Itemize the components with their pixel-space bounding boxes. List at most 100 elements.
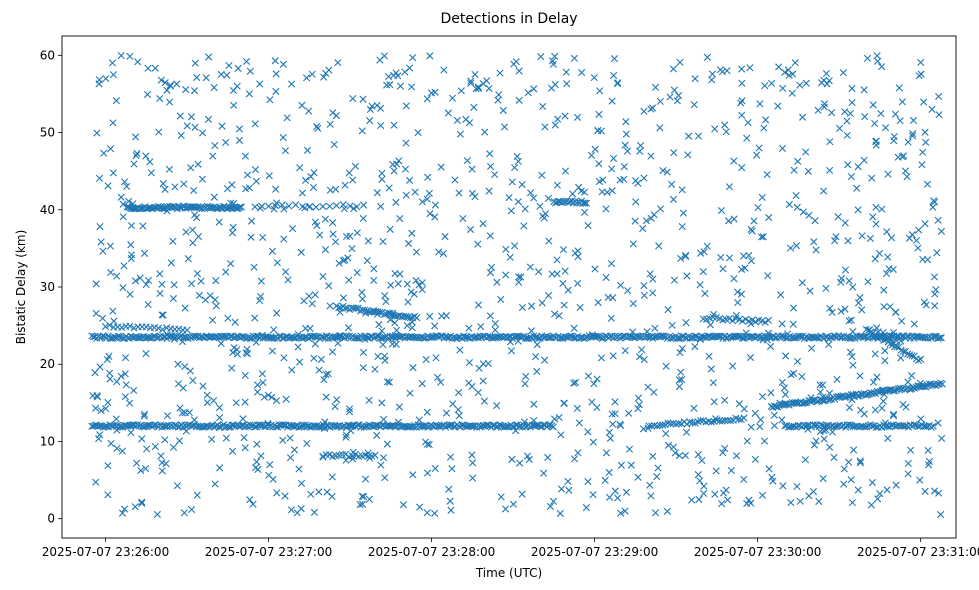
detection-marker xyxy=(869,213,877,221)
detection-marker xyxy=(810,238,818,246)
detection-marker xyxy=(182,228,190,236)
detection-marker xyxy=(325,282,333,290)
detection-marker xyxy=(518,303,527,312)
detection-marker xyxy=(728,362,737,370)
detection-marker xyxy=(676,348,684,357)
detection-marker xyxy=(644,383,652,391)
detection-marker xyxy=(792,242,800,250)
detection-marker xyxy=(266,96,274,104)
detection-marker xyxy=(785,200,793,209)
detection-marker xyxy=(889,410,898,418)
detection-marker xyxy=(908,132,917,140)
detection-marker xyxy=(211,296,219,304)
detection-marker xyxy=(670,86,678,94)
detection-marker xyxy=(932,286,940,294)
detection-marker xyxy=(316,231,324,239)
detection-marker xyxy=(138,435,146,443)
detection-marker xyxy=(557,485,566,493)
detection-marker xyxy=(475,364,483,372)
detection-marker xyxy=(754,203,762,212)
detection-marker xyxy=(256,296,264,305)
detection-marker xyxy=(441,232,449,241)
detection-marker xyxy=(477,322,485,331)
detection-marker xyxy=(863,54,872,62)
detection-marker xyxy=(903,173,911,181)
detection-marker xyxy=(676,58,684,66)
detection-marker xyxy=(937,334,945,342)
detection-marker xyxy=(905,234,914,242)
detection-marker xyxy=(180,180,188,188)
detection-marker xyxy=(770,422,778,430)
detection-marker xyxy=(264,202,273,210)
detection-marker xyxy=(605,493,614,501)
detection-marker xyxy=(332,202,341,210)
detection-marker xyxy=(228,364,236,372)
detection-marker xyxy=(138,499,146,508)
detection-marker xyxy=(593,403,601,412)
detection-marker xyxy=(801,456,810,464)
detection-marker xyxy=(301,204,309,212)
detection-marker xyxy=(396,82,405,90)
detection-marker xyxy=(845,277,853,285)
detection-marker xyxy=(352,334,360,342)
detection-marker xyxy=(738,111,746,119)
detection-marker xyxy=(444,109,452,117)
detection-marker xyxy=(479,220,487,228)
detection-marker xyxy=(297,479,306,487)
detection-marker xyxy=(118,509,127,517)
detection-marker xyxy=(359,364,367,372)
detection-marker xyxy=(849,283,857,291)
detection-marker xyxy=(865,326,874,334)
detection-marker xyxy=(92,309,100,318)
detection-marker xyxy=(162,460,170,468)
detection-marker xyxy=(798,279,806,287)
detection-marker xyxy=(909,116,918,124)
detection-marker xyxy=(806,287,814,295)
detection-marker xyxy=(527,327,536,335)
detection-marker xyxy=(743,134,751,142)
detection-marker xyxy=(560,301,568,309)
detection-marker xyxy=(256,204,264,212)
detection-marker xyxy=(761,82,769,90)
detection-marker xyxy=(871,350,879,358)
detection-marker xyxy=(272,423,280,431)
detection-marker xyxy=(795,332,804,340)
y-tick-label: 40 xyxy=(40,203,55,217)
detection-marker xyxy=(351,162,360,170)
detection-marker xyxy=(576,303,584,312)
detection-marker xyxy=(427,89,436,97)
detection-marker xyxy=(744,118,752,127)
detection-marker xyxy=(102,74,110,83)
detection-marker xyxy=(570,379,578,387)
detection-marker xyxy=(721,121,729,129)
detection-marker xyxy=(643,328,651,336)
detection-marker xyxy=(539,102,547,111)
detection-marker xyxy=(251,120,259,128)
detection-marker xyxy=(92,280,100,288)
detection-marker xyxy=(312,203,320,211)
detection-marker xyxy=(182,427,190,435)
detection-marker xyxy=(793,203,801,211)
detection-marker xyxy=(250,263,258,271)
detection-marker xyxy=(217,339,225,347)
detection-marker xyxy=(594,298,602,307)
detection-marker xyxy=(683,272,691,280)
detection-marker xyxy=(549,60,557,68)
detection-marker xyxy=(904,459,912,468)
detection-marker xyxy=(370,265,378,273)
detection-marker xyxy=(848,84,856,93)
detection-marker xyxy=(311,332,319,340)
detection-marker xyxy=(617,509,625,517)
detection-marker xyxy=(837,274,846,283)
detection-marker xyxy=(223,71,231,79)
detection-marker xyxy=(515,273,523,281)
detection-marker xyxy=(700,248,708,256)
detection-marker xyxy=(183,326,191,334)
detection-marker xyxy=(648,422,656,430)
detection-marker xyxy=(595,177,604,186)
detection-marker xyxy=(620,175,628,183)
detection-marker xyxy=(881,347,889,355)
detection-marker xyxy=(313,221,321,230)
detection-marker xyxy=(843,421,851,429)
detection-marker xyxy=(415,281,423,289)
